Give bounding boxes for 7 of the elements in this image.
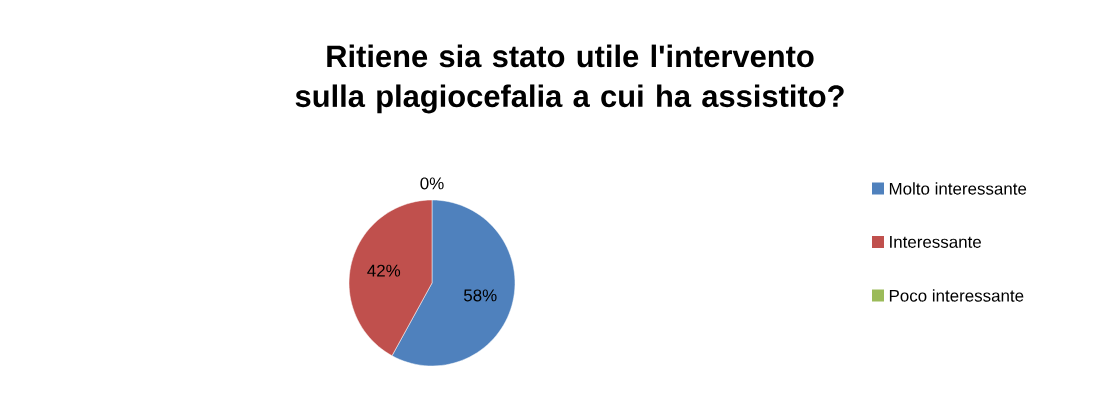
chart-title: Ritiene sia stato utile l'intervento sulla plagiocefalia a cui ha assistito? — [295, 44, 844, 114]
text: 0% — [420, 177, 444, 190]
legend-label: Interessante — [890, 236, 981, 248]
data-label: 58% — [463, 289, 497, 302]
legend-label: Poco interessante — [889, 289, 1024, 302]
legend-label: Molto interessante — [889, 182, 1027, 195]
data-label: 42% — [367, 264, 401, 277]
